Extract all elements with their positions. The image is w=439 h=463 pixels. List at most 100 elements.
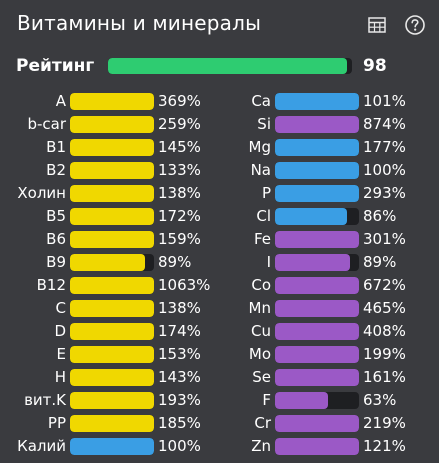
- nutrient-row: PP 185%: [0, 413, 210, 436]
- nutrient-percent: 174%: [158, 322, 201, 340]
- nutrient-bar: [70, 116, 154, 133]
- table-icon[interactable]: [366, 14, 388, 36]
- nutrient-bar: [70, 300, 154, 317]
- nutrient-label: Cr: [254, 414, 271, 432]
- nutrient-bar: [275, 323, 359, 340]
- nutrient-percent: 133%: [158, 161, 201, 179]
- nutrient-percent: 89%: [158, 253, 192, 271]
- nutrient-bar: [70, 323, 154, 340]
- nutrient-bar-fill: [275, 208, 348, 225]
- nutrient-percent: 86%: [363, 207, 397, 225]
- nutrient-row: B9 89%: [0, 252, 210, 275]
- nutrient-percent: 100%: [158, 437, 201, 455]
- nutrient-row: B2 133%: [0, 160, 210, 183]
- nutrient-row: вит.K 193%: [0, 390, 210, 413]
- nutrient-bar-fill: [275, 185, 359, 202]
- nutrient-bar-fill: [275, 300, 359, 317]
- nutrient-percent: 193%: [158, 391, 201, 409]
- nutrient-percent: 177%: [363, 138, 406, 156]
- nutrient-row: Mo 199%: [218, 344, 428, 367]
- nutrient-bar: [70, 93, 154, 110]
- nutrient-row: Se 161%: [218, 367, 428, 390]
- nutrient-row: B1 145%: [0, 137, 210, 160]
- nutrient-bar-fill: [70, 93, 154, 110]
- nutrient-bar-fill: [275, 162, 359, 179]
- nutrient-bar: [275, 185, 359, 202]
- nutrient-percent: 100%: [363, 161, 406, 179]
- nutrient-percent: 138%: [158, 299, 201, 317]
- nutrient-label: Na: [250, 161, 271, 179]
- nutrient-bar-fill: [70, 369, 154, 386]
- nutrient-bar-fill: [70, 277, 154, 294]
- nutrient-label: H: [54, 368, 66, 386]
- nutrient-row: Mg 177%: [218, 137, 428, 160]
- nutrient-row: B12 1063%: [0, 275, 210, 298]
- nutrient-row: Cl 86%: [218, 206, 428, 229]
- nutrient-percent: 408%: [363, 322, 406, 340]
- nutrient-bar-fill: [275, 392, 328, 409]
- nutrient-row: Cr 219%: [218, 413, 428, 436]
- nutrient-label: Se: [252, 368, 271, 386]
- nutrient-bar: [275, 208, 359, 225]
- nutrient-bar-fill: [70, 346, 154, 363]
- nutrient-bar: [275, 438, 359, 455]
- rating-row: Рейтинг 98: [0, 55, 439, 77]
- nutrient-row: Mn 465%: [218, 298, 428, 321]
- nutrient-row: Zn 121%: [218, 436, 428, 459]
- nutrient-percent: 143%: [158, 368, 201, 386]
- nutrient-percent: 153%: [158, 345, 201, 363]
- nutrient-label: Cu: [251, 322, 271, 340]
- nutrient-bar-fill: [275, 231, 359, 248]
- nutrient-row: E 153%: [0, 344, 210, 367]
- nutrient-bar: [70, 415, 154, 432]
- nutrient-bar-fill: [275, 93, 359, 110]
- help-icon-glyph: [405, 15, 425, 35]
- rating-value: 98: [363, 56, 387, 76]
- nutrient-label: Холин: [17, 184, 66, 202]
- nutrient-label: Калий: [17, 437, 66, 455]
- nutrient-label: b-car: [27, 115, 66, 133]
- nutrient-bar: [70, 438, 154, 455]
- nutrient-row: Co 672%: [218, 275, 428, 298]
- nutrient-bar: [275, 139, 359, 156]
- nutrient-bar-fill: [275, 116, 359, 133]
- nutrient-bar: [70, 139, 154, 156]
- nutrient-percent: 874%: [363, 115, 406, 133]
- nutrient-percent: 161%: [363, 368, 406, 386]
- nutrient-bar-fill: [70, 162, 154, 179]
- nutrient-percent: 672%: [363, 276, 406, 294]
- nutrient-row: Ca 101%: [218, 91, 428, 114]
- nutrient-percent: 219%: [363, 414, 406, 432]
- nutrient-bar: [275, 346, 359, 363]
- nutrient-bar: [275, 254, 359, 271]
- nutrient-row: F 63%: [218, 390, 428, 413]
- nutrient-bar-fill: [275, 438, 359, 455]
- nutrient-bar: [275, 231, 359, 248]
- nutrient-row: Холин 138%: [0, 183, 210, 206]
- rating-bar: [108, 58, 352, 74]
- nutrient-label: B1: [46, 138, 66, 156]
- nutrient-row: Fe 301%: [218, 229, 428, 252]
- nutrient-label: A: [55, 92, 66, 110]
- nutrient-bar-fill: [275, 346, 359, 363]
- panel-title: Витамины и минералы: [17, 11, 262, 35]
- nutrient-percent: 369%: [158, 92, 201, 110]
- nutrient-bar: [275, 93, 359, 110]
- nutrient-bar-fill: [275, 323, 359, 340]
- nutrient-label: B5: [46, 207, 66, 225]
- nutrient-label: E: [56, 345, 66, 363]
- nutrient-label: Cl: [256, 207, 271, 225]
- nutrient-bar: [70, 369, 154, 386]
- nutrient-row: B6 159%: [0, 229, 210, 252]
- nutrient-bar-fill: [70, 185, 154, 202]
- nutrient-percent: 172%: [158, 207, 201, 225]
- nutrient-row: A 369%: [0, 91, 210, 114]
- nutrient-bar: [70, 392, 154, 409]
- help-icon[interactable]: [404, 14, 426, 36]
- nutrient-label: Si: [257, 115, 271, 133]
- nutrient-percent: 159%: [158, 230, 201, 248]
- nutrient-percent: 121%: [363, 437, 406, 455]
- nutrient-row: P 293%: [218, 183, 428, 206]
- nutrient-bar: [275, 392, 359, 409]
